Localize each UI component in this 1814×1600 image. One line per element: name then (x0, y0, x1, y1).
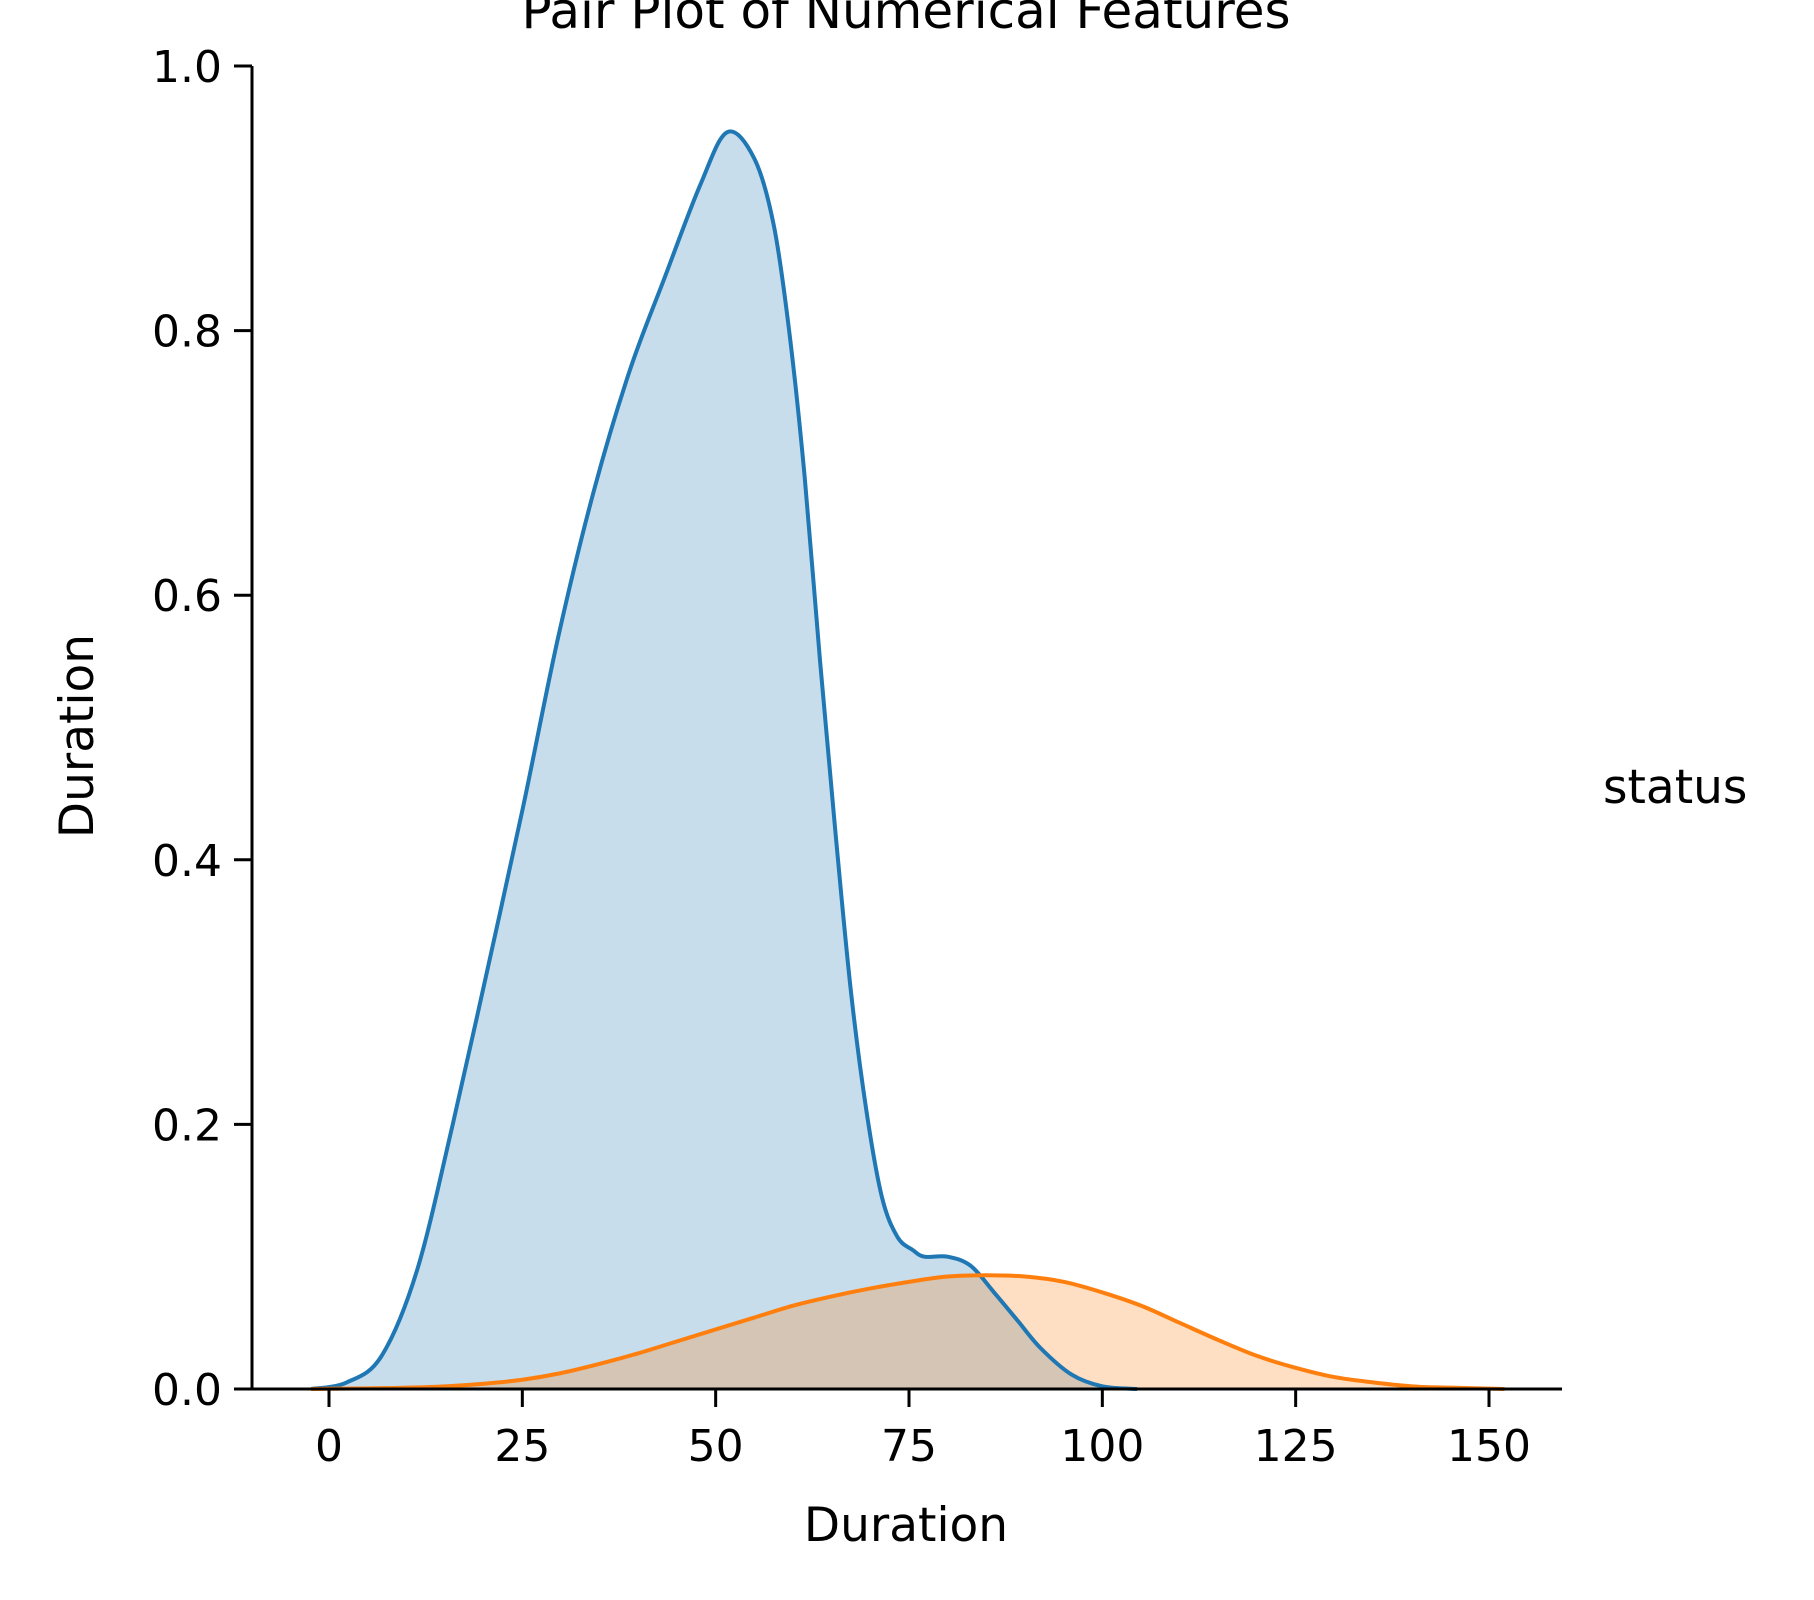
x-tick-label-50: 50 (688, 1421, 744, 1472)
series-1-line (311, 1273, 1505, 1391)
y-axis-label: Duration (50, 634, 105, 838)
y-tick-label-5: 1.0 (152, 42, 222, 93)
x-tick-label-150: 150 (1447, 1421, 1531, 1472)
y-tick-label-0: 0.0 (152, 1365, 222, 1416)
y-tick-label-2: 0.4 (152, 836, 222, 887)
chart-title: Pair Plot of Numerical Features (521, 0, 1290, 40)
y-tick-label-1: 0.2 (152, 1100, 222, 1151)
legend-title: status (1603, 760, 1747, 815)
y-tick-label-3: 0.6 (152, 571, 222, 622)
axes-layer: 0 25 50 75 100 125 150 0.0 0.2 0.4 0.6 0.8 1.0 (152, 42, 1562, 1472)
series-layer (310, 129, 1505, 1391)
x-tick-label-25: 25 (494, 1421, 550, 1472)
y-tick-label-4: 0.8 (152, 307, 222, 358)
x-tick-label-100: 100 (1060, 1421, 1144, 1472)
x-tick-label-0: 0 (315, 1421, 343, 1472)
x-axis-label: Duration (804, 1498, 1008, 1553)
x-tick-label-75: 75 (881, 1421, 937, 1472)
series-0-area (311, 131, 1138, 1390)
series-0-line (310, 129, 1138, 1391)
series-1-area (311, 1275, 1505, 1389)
x-tick-label-125: 125 (1254, 1421, 1338, 1472)
